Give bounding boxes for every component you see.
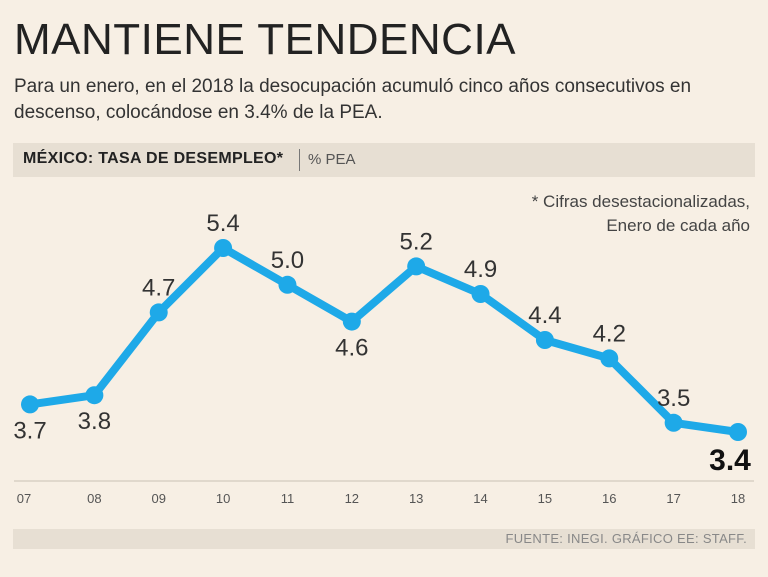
data-point-14 — [471, 285, 490, 303]
data-point-13 — [407, 257, 426, 276]
data-point-18 — [729, 423, 747, 441]
data-label-12: 4.6 — [335, 335, 368, 362]
series-line — [26, 244, 742, 436]
chart-footnote: * Cifras desestacionalizadas, Enero de c… — [532, 190, 750, 238]
x-tick-18: 18 — [731, 491, 745, 506]
data-points — [21, 239, 747, 441]
data-label-15: 4.4 — [528, 302, 561, 329]
x-tick-13: 13 — [409, 491, 423, 506]
x-tick-16: 16 — [602, 491, 616, 506]
data-point-10 — [214, 239, 233, 257]
data-label-09: 4.7 — [142, 274, 175, 301]
data-point-17 — [664, 413, 683, 432]
data-label-07: 3.7 — [13, 417, 46, 444]
data-point-16 — [600, 349, 619, 368]
data-label-08: 3.8 — [78, 408, 111, 435]
data-point-09 — [149, 303, 168, 322]
x-tick-17: 17 — [666, 491, 680, 506]
x-tick-08: 08 — [87, 491, 101, 506]
data-label-11: 5.0 — [271, 247, 304, 274]
data-label-17: 3.5 — [657, 385, 690, 412]
data-label-10: 5.4 — [206, 210, 239, 237]
data-point-11 — [278, 275, 297, 294]
x-axis-ticks: 07 08 09 10 11 12 13 14 15 16 17 18 — [17, 491, 745, 506]
data-label-14: 4.9 — [464, 256, 497, 283]
x-tick-14: 14 — [473, 491, 487, 506]
chart-subtitle: Para un enero, en el 2018 la desocupació… — [14, 76, 692, 123]
data-point-07 — [21, 395, 39, 414]
data-label-16: 4.2 — [593, 320, 626, 347]
x-tick-10: 10 — [216, 491, 230, 506]
source-credit: FUENTE: INEGI. GRÁFICO EE: STAFF. — [505, 531, 747, 546]
source-band: FUENTE: INEGI. GRÁFICO EE: STAFF. — [13, 529, 755, 549]
data-label-13: 5.2 — [399, 228, 432, 255]
x-tick-11: 11 — [281, 491, 295, 506]
data-labels: 3.7 3.8 4.7 5.4 5.0 4.6 5.2 4.9 4.4 4.2 3.5 3.4 — [13, 210, 751, 477]
x-tick-12: 12 — [345, 491, 359, 506]
x-tick-07: 07 — [17, 491, 31, 506]
data-label-18: 3.4 — [709, 444, 751, 477]
data-point-15 — [535, 331, 554, 349]
data-point-08 — [85, 386, 104, 405]
footnote-line-1: * Cifras desestacionalizadas, — [531, 192, 750, 211]
footnote-line-2: Enero de cada año — [606, 216, 750, 235]
chart-title: MANTIENE TENDENCIA — [14, 15, 517, 64]
chart-unit-label: % PEA — [308, 151, 356, 168]
data-point-12 — [342, 312, 361, 331]
band-divider — [299, 149, 300, 171]
chart-series-title: MÉXICO: TASA DE DESEMPLEO* — [23, 150, 284, 167]
chart-header-band: MÉXICO: TASA DE DESEMPLEO* % PEA — [13, 143, 755, 177]
x-tick-09: 09 — [151, 491, 165, 506]
x-tick-15: 15 — [538, 491, 552, 506]
